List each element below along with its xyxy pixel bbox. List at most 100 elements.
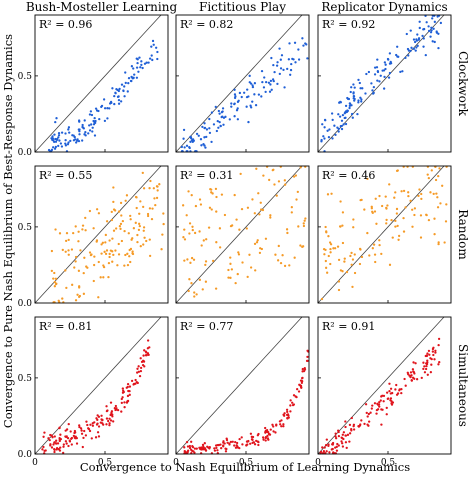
data-point [100, 104, 104, 107]
data-point [117, 89, 121, 93]
diagonal-line [317, 316, 445, 455]
data-point [64, 132, 67, 135]
data-point [201, 443, 205, 447]
data-point [182, 137, 185, 140]
data-point [234, 95, 237, 98]
data-point [229, 256, 232, 259]
data-point [94, 121, 97, 124]
data-point [97, 109, 100, 113]
data-point [430, 363, 433, 366]
data-point [52, 443, 55, 446]
data-point [382, 87, 386, 90]
data-point [325, 438, 328, 441]
data-point [82, 292, 86, 295]
data-point [360, 100, 363, 103]
data-point [402, 216, 405, 220]
data-point [59, 446, 62, 449]
data-point [93, 116, 96, 120]
data-point [437, 337, 441, 340]
data-point [148, 207, 152, 210]
data-point [241, 261, 244, 264]
data-point [282, 413, 285, 416]
data-point [431, 17, 434, 20]
data-point [416, 33, 419, 36]
data-point [111, 250, 114, 253]
data-point [301, 377, 304, 380]
data-point [204, 280, 208, 283]
data-point [228, 442, 231, 445]
data-point [74, 225, 77, 228]
data-point [156, 50, 159, 54]
data-point [376, 58, 379, 61]
row-labels: Clockwork Random Simultaneous [456, 51, 470, 427]
data-point [422, 37, 425, 40]
data-point [73, 429, 77, 433]
data-point [104, 233, 107, 237]
data-point [156, 57, 159, 61]
data-point [384, 63, 387, 66]
data-point [90, 113, 94, 117]
data-point [253, 242, 257, 246]
data-point [190, 440, 193, 443]
data-point [91, 424, 95, 427]
data-point [162, 212, 165, 215]
data-point [95, 208, 99, 211]
data-point [380, 204, 384, 208]
data-point [249, 442, 252, 445]
data-point [254, 269, 257, 272]
data-point [130, 379, 134, 383]
data-point [183, 228, 186, 231]
data-point [148, 238, 151, 241]
data-point [55, 282, 58, 285]
data-point [292, 394, 296, 397]
data-point [101, 241, 105, 244]
data-point [349, 254, 352, 258]
data-point [142, 229, 145, 232]
data-point [140, 60, 143, 63]
data-point [397, 234, 401, 238]
data-point [402, 189, 406, 193]
data-point [397, 55, 400, 58]
data-point [200, 144, 203, 147]
data-point [213, 447, 216, 450]
data-point [438, 361, 441, 364]
data-point [372, 85, 376, 89]
data-point [41, 448, 44, 451]
data-point [203, 122, 206, 125]
data-point [208, 131, 212, 135]
data-point [233, 115, 236, 118]
data-point [223, 213, 227, 217]
data-point [383, 61, 387, 64]
data-point [251, 438, 254, 441]
data-point [139, 200, 142, 203]
data-point [343, 260, 346, 263]
data-point [133, 73, 136, 76]
data-point [65, 286, 68, 289]
panels: R² = 0.96 0.0 0.5 R² = 0.82 R² = 0.92 R² = 0.… [18, 14, 452, 468]
data-point [192, 139, 195, 142]
data-point [433, 358, 436, 361]
data-point [427, 349, 431, 353]
data-point [64, 440, 68, 443]
data-point [343, 116, 346, 120]
data-point [195, 447, 198, 450]
data-point [344, 122, 348, 126]
data-point [260, 95, 263, 98]
data-point [264, 90, 267, 93]
data-point [106, 107, 109, 110]
data-point [339, 200, 342, 203]
data-point [413, 213, 416, 217]
data-point [417, 194, 420, 198]
data-point [262, 438, 265, 441]
data-point [379, 399, 382, 402]
data-point [108, 424, 111, 427]
data-point [154, 203, 157, 207]
data-point [123, 95, 126, 98]
data-point [411, 225, 414, 228]
data-point [264, 80, 268, 84]
data-point [115, 227, 118, 230]
data-point [67, 141, 70, 144]
data-point [52, 277, 55, 280]
column-title: Replicator Dynamics [321, 0, 447, 14]
data-point [436, 206, 440, 209]
